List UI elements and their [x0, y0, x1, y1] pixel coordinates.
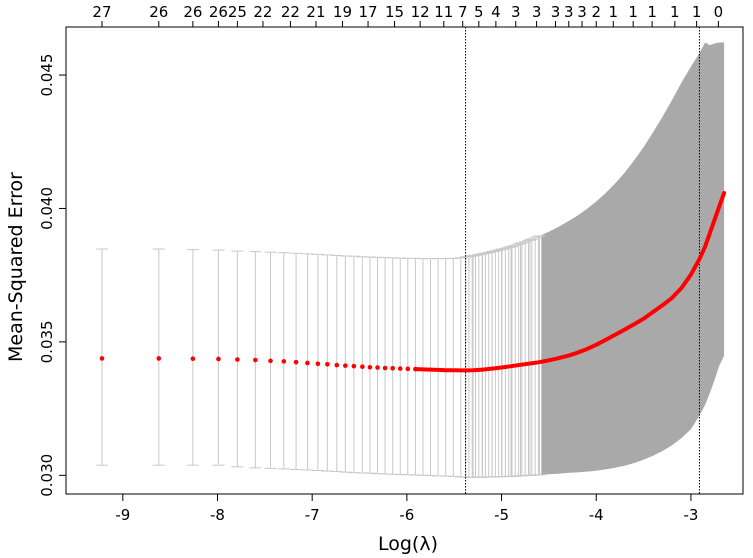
top-axis-label: 1 — [609, 3, 619, 21]
y-tick-label: 0.045 — [38, 54, 56, 97]
error-bar — [523, 239, 536, 476]
top-axis-label: 3 — [577, 3, 587, 21]
error-bar — [466, 255, 479, 478]
mean-point — [360, 364, 365, 370]
mean-point — [351, 363, 357, 369]
top-axis-label: 3 — [511, 3, 521, 21]
x-tick-label: -8 — [210, 506, 225, 524]
x-tick-label: -5 — [494, 506, 509, 524]
mean-point — [325, 362, 330, 367]
error-bar — [447, 257, 460, 477]
mean-point — [334, 362, 340, 368]
top-axis-label: 5 — [474, 3, 484, 21]
y-tick-label: 0.030 — [38, 454, 56, 497]
top-axis-label: 26 — [209, 3, 228, 21]
top-axis-label: 4 — [491, 3, 501, 21]
mean-point — [343, 363, 348, 368]
top-axis-label: 19 — [333, 3, 352, 21]
mean-point — [268, 358, 273, 364]
error-bar — [533, 235, 546, 476]
error-bar — [525, 238, 538, 476]
x-tick-label: -4 — [589, 506, 604, 524]
error-bar — [454, 257, 467, 478]
mean-point — [405, 366, 411, 372]
x-axis-title: Log(λ) — [378, 533, 438, 555]
top-axis-label: 21 — [306, 3, 325, 21]
error-bar — [416, 258, 429, 476]
mean-point — [190, 356, 196, 362]
top-axis-label: 2 — [591, 3, 601, 21]
mean-point — [315, 361, 321, 367]
y-tick-label: 0.035 — [38, 320, 56, 363]
top-axis-label: 15 — [385, 3, 404, 21]
y-tick-label: 0.040 — [38, 187, 56, 230]
error-bar — [482, 251, 495, 478]
top-axis-label: 26 — [183, 3, 202, 21]
top-axis-label: 25 — [228, 3, 247, 21]
x-tick-label: -3 — [683, 506, 698, 524]
mean-point — [382, 365, 388, 371]
x-tick-label: -6 — [399, 506, 414, 524]
top-axis-label: 3 — [551, 3, 561, 21]
top-axis-label: 1 — [628, 3, 638, 21]
error-bar — [522, 239, 535, 476]
error-bar — [492, 249, 505, 478]
top-axis-labels: 27 26 26 26 25 22 22 21 19 17 15 12 11 7 5 4 3 3 3 3 3 2 1 1 1 1 1… — [92, 3, 723, 27]
top-axis-label: 3 — [532, 3, 542, 21]
error-bar — [439, 258, 452, 477]
error-bar — [515, 242, 528, 477]
mean-point — [216, 356, 221, 362]
x-tick-label: -9 — [115, 506, 130, 524]
top-axis-label: 17 — [358, 3, 377, 21]
top-axis-label: 26 — [149, 3, 168, 21]
top-axis-label: 1 — [692, 3, 702, 21]
mean-point — [235, 357, 240, 362]
mean-line — [413, 191, 727, 373]
error-bar — [486, 251, 499, 478]
error-bar — [505, 245, 518, 477]
plot-frame — [65, 26, 744, 495]
top-axis-label: 1 — [647, 3, 657, 21]
error-bar — [519, 241, 532, 477]
error-bar — [432, 258, 445, 477]
mean-point — [281, 359, 287, 364]
mean-point — [293, 359, 299, 365]
mean-point — [156, 356, 162, 361]
x-tick-label: -7 — [305, 506, 320, 524]
axes: -9 -8 -7 -6 -5 -4 -3 0.030 0.035 0.040 0.045 — [38, 26, 744, 524]
top-axis-label: 0 — [714, 3, 724, 21]
mean-point — [397, 366, 403, 371]
error-bars — [95, 235, 546, 478]
error-bar — [489, 250, 502, 478]
top-axis-label: 27 — [92, 3, 111, 21]
error-bar — [496, 248, 509, 478]
error-bar — [479, 252, 492, 478]
top-axis-label: 3 — [564, 3, 574, 21]
error-bar — [424, 258, 437, 477]
mean-point — [375, 365, 380, 370]
confidence-band-fill — [541, 42, 725, 475]
mean-curve — [99, 191, 727, 373]
top-axis-label: 1 — [670, 3, 680, 21]
error-bar — [514, 242, 527, 477]
error-bar — [502, 246, 515, 477]
confidence-band — [541, 42, 725, 475]
mean-point — [253, 357, 258, 363]
mean-point — [367, 364, 373, 370]
error-bar — [469, 254, 482, 478]
top-axis-label: 22 — [281, 3, 300, 21]
error-bar — [409, 257, 422, 476]
error-bar — [512, 243, 525, 477]
mean-point — [305, 360, 310, 366]
y-axis-title: Mean-Squared Error — [5, 172, 27, 362]
top-axis-label: 11 — [434, 3, 453, 21]
mean-point — [99, 356, 105, 361]
mean-point — [390, 366, 395, 371]
top-axis-label: 7 — [458, 3, 468, 21]
top-axis-label: 22 — [253, 3, 272, 21]
top-axis-label: 12 — [411, 3, 430, 21]
